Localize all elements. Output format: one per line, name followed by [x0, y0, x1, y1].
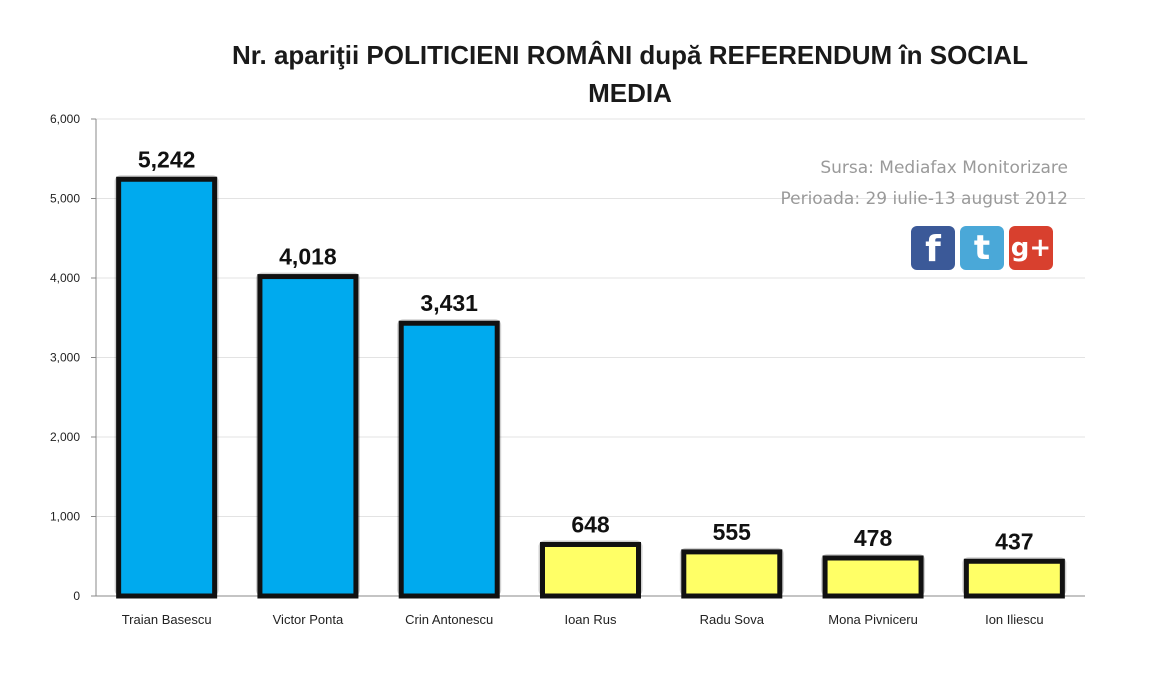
bar [257, 274, 359, 599]
x-category-label: Ion Iliescu [985, 612, 1044, 627]
bar [963, 558, 1065, 599]
bar [822, 555, 924, 599]
x-category-label: Crin Antonescu [405, 612, 493, 627]
data-label: 5,242 [138, 146, 196, 172]
data-label: 555 [713, 519, 752, 545]
data-label: 3,431 [420, 290, 478, 316]
y-tick-label: 1,000 [50, 510, 80, 524]
data-label: 478 [854, 525, 893, 551]
y-tick-label: 6,000 [50, 112, 80, 126]
y-tick-label: 0 [73, 589, 80, 603]
gridlines [96, 118, 1085, 517]
y-tick-label: 5,000 [50, 192, 80, 206]
bar [681, 549, 783, 599]
period-annotation: Perioada: 29 iulie-13 august 2012 [780, 189, 1068, 209]
y-tick-label: 2,000 [50, 430, 80, 444]
google-plus-icon: g+ [1009, 226, 1053, 270]
bar [540, 541, 641, 599]
twitter-icon: t [960, 226, 1004, 270]
facebook-icon: f [911, 226, 955, 270]
x-category-label: Ioan Rus [564, 612, 617, 627]
x-category-label: Radu Sova [700, 612, 765, 627]
data-label: 648 [571, 511, 610, 537]
source-annotation: Sursa: Mediafax Monitorizare [820, 158, 1068, 178]
x-category-label: Mona Pivniceru [828, 612, 918, 627]
bars [114, 175, 1067, 599]
data-label: 437 [995, 528, 1033, 554]
x-category-label: Victor Ponta [273, 612, 344, 627]
data-label: 4,018 [279, 244, 337, 270]
bar [116, 176, 218, 599]
x-category-label: Traian Basescu [122, 612, 212, 627]
y-tick-label: 4,000 [50, 271, 80, 285]
labels: 0 1,000 2,000 3,000 4,000 5,000 6,000 5,242 Trai… [50, 112, 1044, 627]
chart-title: Nr. apariţii POLITICIENI ROMÂNI după REF… [232, 40, 1028, 108]
y-tick-label: 3,000 [50, 351, 80, 365]
bar [398, 320, 500, 599]
